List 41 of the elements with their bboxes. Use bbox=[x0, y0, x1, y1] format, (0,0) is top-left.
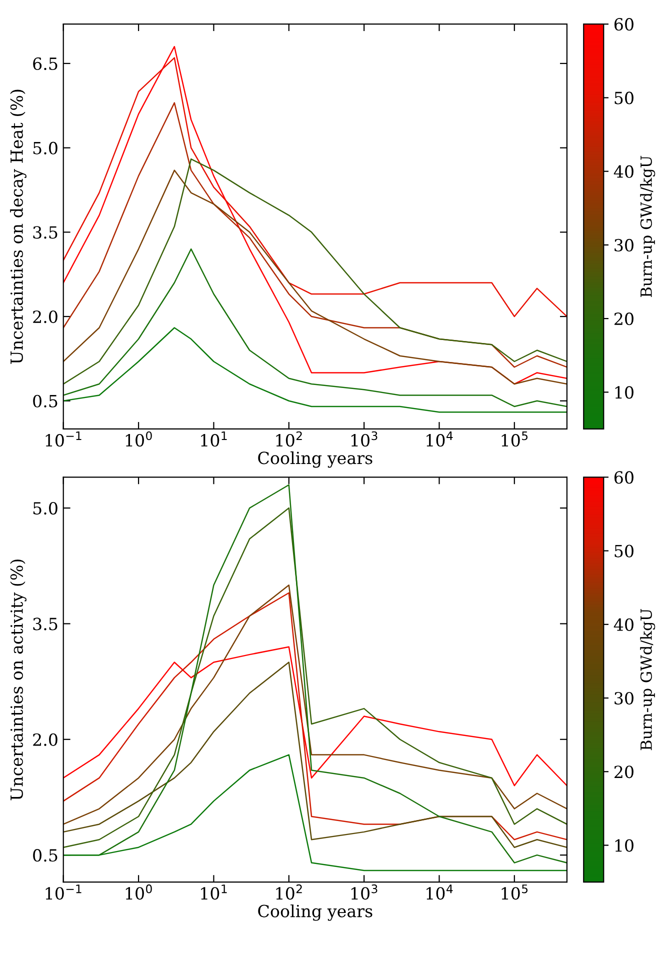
color-bar-label: 10 bbox=[615, 386, 634, 399]
x-tick-label: 10$^{−1}$ bbox=[46, 432, 82, 447]
color-bar-label: 50 bbox=[614, 92, 634, 104]
x-tick-label: 10$^{5}$ bbox=[502, 432, 528, 447]
x-tick-label: 10$^{−1}$ bbox=[46, 884, 82, 900]
x-tick-label: 10$^{0}$ bbox=[126, 431, 152, 447]
x-tick-label: 10$^{1}$ bbox=[201, 432, 227, 447]
color-bar-label: 10 bbox=[615, 839, 634, 852]
y-tick-label: 6.5 bbox=[33, 57, 58, 70]
color-bar-label: 20 bbox=[614, 766, 634, 778]
x-tick-label: 10$^{2}$ bbox=[276, 884, 302, 900]
x-tick-label: 10$^{4}$ bbox=[426, 432, 453, 447]
y-tick-label: 5.0 bbox=[33, 502, 58, 515]
color-bar-title: Burn-up GWd/kgU bbox=[640, 156, 656, 297]
y-tick-label: 2.0 bbox=[33, 310, 58, 324]
x-axis-title: Cooling years bbox=[258, 451, 372, 468]
x-tick-label: 10$^{1}$ bbox=[201, 884, 227, 900]
y-axis-title: Uncertainties on decay Heat (%) bbox=[10, 90, 26, 364]
y-tick-label: 3.5 bbox=[33, 618, 58, 630]
x-tick-label: 10$^{4}$ bbox=[426, 884, 453, 900]
color-bar-label: 40 bbox=[614, 618, 634, 631]
color-bar-label: 60 bbox=[614, 471, 634, 484]
y-axis-title: Uncertainties on activity (%) bbox=[10, 560, 26, 800]
color-bar-title: Burn-up GWd/kgU bbox=[640, 609, 656, 750]
x-tick-label: 10$^{0}$ bbox=[126, 884, 152, 900]
color-bar-label: 30 bbox=[614, 238, 634, 252]
y-tick-label: 5.0 bbox=[33, 142, 58, 154]
color-bar-label: 50 bbox=[614, 544, 634, 558]
x-tick-label: 10$^{3}$ bbox=[351, 431, 378, 447]
color-bar-label: 60 bbox=[614, 18, 634, 31]
y-tick-label: 0.5 bbox=[33, 849, 58, 862]
y-tick-label: 2.0 bbox=[33, 733, 58, 746]
color-bar-label: 20 bbox=[614, 312, 634, 326]
color-bar-label: 30 bbox=[614, 692, 634, 705]
x-axis-title: Cooling years bbox=[258, 904, 372, 921]
x-tick-label: 10$^{2}$ bbox=[276, 431, 302, 447]
x-tick-label: 10$^{5}$ bbox=[502, 884, 528, 900]
x-tick-label: 10$^{3}$ bbox=[351, 884, 378, 900]
color-bar-label: 40 bbox=[614, 165, 634, 178]
y-tick-label: 0.5 bbox=[33, 394, 58, 408]
y-tick-label: 3.5 bbox=[33, 226, 58, 239]
